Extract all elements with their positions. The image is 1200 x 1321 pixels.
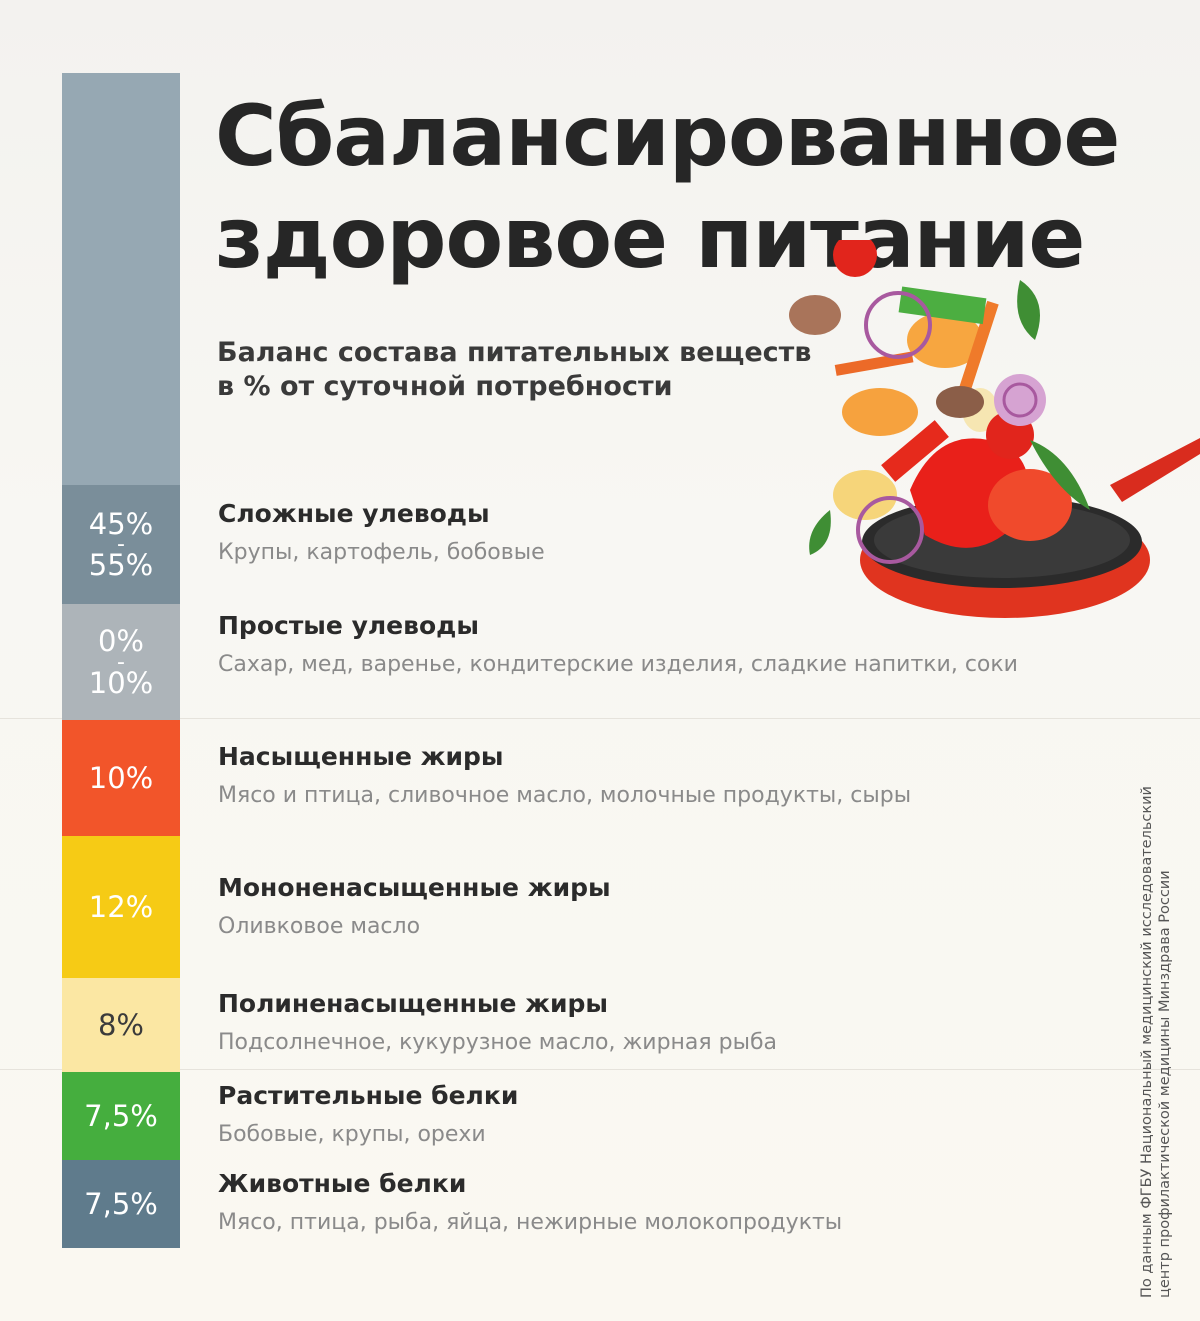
bar-segment-poly-fats: 8% (62, 978, 180, 1072)
frying-pan-vegetables-icon (789, 240, 1200, 618)
source-line-1: По данным ФГБУ Национальный медицинский … (1139, 786, 1155, 1298)
background-divider (0, 1069, 1200, 1070)
pct-top: 45% (88, 506, 154, 541)
pct-value: 10% (88, 760, 154, 795)
background-divider (0, 718, 1200, 719)
pct-bottom: 55% (88, 548, 154, 582)
nutrient-item-complex-carbs: Сложные улеводы Крупы, картофель, бобовы… (218, 499, 545, 565)
pct-value: 7,5% (84, 1098, 158, 1133)
pct-top: 0% (97, 624, 144, 659)
nutrient-name: Растительные белки (218, 1081, 519, 1110)
title-line-1: Сбалансированное (215, 87, 1120, 185)
nutrient-item-simple-carbs: Простые улеводы Сахар, мед, варенье, кон… (218, 611, 1018, 677)
nutrient-bar: 45% - 55% 0% - 10% 10% 12% 8% 7,5% 7,5% (62, 73, 180, 1248)
nutrient-name: Мононенасыщенные жиры (218, 873, 611, 902)
pct-separator: - (117, 649, 125, 675)
pct-value: 8% (97, 1007, 144, 1042)
nutrient-description: Оливковое масло (218, 914, 421, 939)
nutrient-description: Мясо и птица, сливочное масло, молочные … (218, 783, 912, 808)
subtitle-line-2: в % от суточной потребности (217, 370, 673, 402)
bar-segment-animal-proteins: 7,5% (62, 1160, 180, 1248)
page-title: Сбалансированное здоровое питание (215, 85, 1120, 290)
nutrient-item-mono-fats: Мононенасыщенные жиры Оливковое масло (218, 873, 611, 939)
nutrient-description: Подсолнечное, кукурузное масло, жирная р… (218, 1030, 778, 1055)
nutrient-name: Насыщенные жиры (218, 742, 504, 771)
subtitle-line-1: Баланс состава питательных веществ (217, 337, 812, 368)
nutrient-item-poly-fats: Полиненасыщенные жиры Подсолнечное, куку… (218, 989, 777, 1055)
pct-value: 12% (88, 889, 154, 924)
nutrient-item-animal-proteins: Животные белки Мясо, птица, рыба, яйца, … (218, 1169, 842, 1235)
source-line-2: центр профилактической медицины Минздрав… (1157, 870, 1174, 1298)
bar-segment-complex-carbs: 45% - 55% (62, 485, 180, 604)
nutrient-description: Крупы, картофель, бобовые (218, 540, 545, 565)
bar-segment-simple-carbs: 0% - 10% (62, 604, 180, 720)
nutrient-item-saturated-fats: Насыщенные жиры Мясо и птица, сливочное … (218, 742, 911, 808)
nutrient-name: Простые улеводы (218, 611, 479, 640)
nutrient-description: Мясо, птица, рыба, яйца, нежирные молоко… (218, 1210, 843, 1235)
title-line-2: здоровое питание (215, 189, 1085, 288)
bar-segment-mono-fats: 12% (62, 836, 180, 978)
pct-bottom: 10% (88, 665, 154, 700)
nutrient-name: Полиненасыщенные жиры (218, 989, 609, 1018)
bar-segment-saturated-fats: 10% (62, 720, 180, 836)
nutrient-description: Бобовые, крупы, орехи (218, 1122, 486, 1147)
pct-separator: - (117, 532, 125, 557)
subtitle: Баланс состава питательных веществ в % о… (217, 336, 811, 404)
nutrient-name: Животные белки (218, 1169, 467, 1198)
nutrient-name: Сложные улеводы (218, 499, 490, 528)
source-note: По данным ФГБУ Национальный медицинский … (1138, 758, 1174, 1298)
nutrient-description: Сахар, мед, варенье, кондитерские издели… (218, 652, 1018, 677)
nutrient-item-plant-proteins: Растительные белки Бобовые, крупы, орехи (218, 1081, 518, 1147)
bar-segment-plant-proteins: 7,5% (62, 1072, 180, 1160)
bar-top-filler (62, 73, 180, 485)
pct-value: 7,5% (84, 1186, 158, 1221)
